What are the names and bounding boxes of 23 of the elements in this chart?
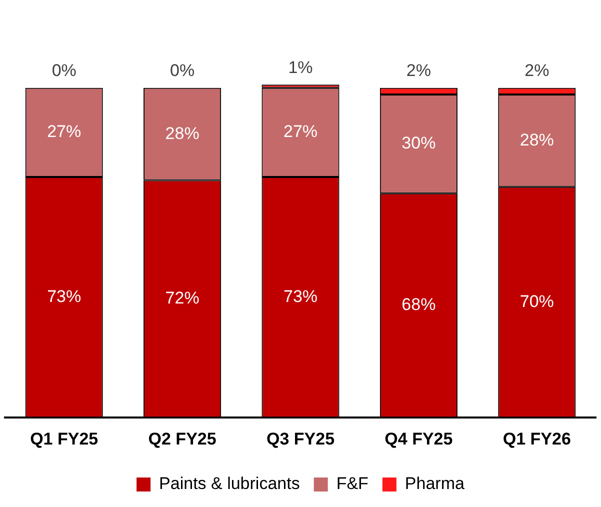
data-label: 1% [288, 58, 313, 77]
x-tick-label: Q1 FY26 [502, 429, 571, 448]
data-label: 0% [52, 61, 76, 80]
data-label: 68% [402, 295, 436, 314]
x-tick-label: Q4 FY25 [384, 429, 453, 448]
x-tick-label: Q3 FY25 [266, 429, 335, 448]
data-label: 70% [520, 292, 554, 311]
data-label: 28% [520, 130, 554, 150]
legend-label: Pharma [404, 474, 466, 494]
legend-label: F&F [336, 474, 368, 494]
data-label: 27% [283, 122, 318, 142]
data-label: 2% [524, 61, 550, 80]
data-label: 72% [165, 288, 200, 308]
data-label: 73% [47, 286, 82, 306]
data-label: 27% [47, 122, 82, 142]
data-label: 0% [170, 61, 195, 80]
x-tick-label: Q1 FY25 [30, 429, 98, 448]
x-tick-label: Q2 FY25 [148, 429, 216, 448]
data-label: 28% [165, 124, 200, 143]
data-label: 30% [402, 134, 436, 153]
legend-label: Paints & lubricants [159, 474, 300, 494]
data-label: 2% [406, 61, 431, 80]
data-label: 73% [283, 286, 318, 306]
